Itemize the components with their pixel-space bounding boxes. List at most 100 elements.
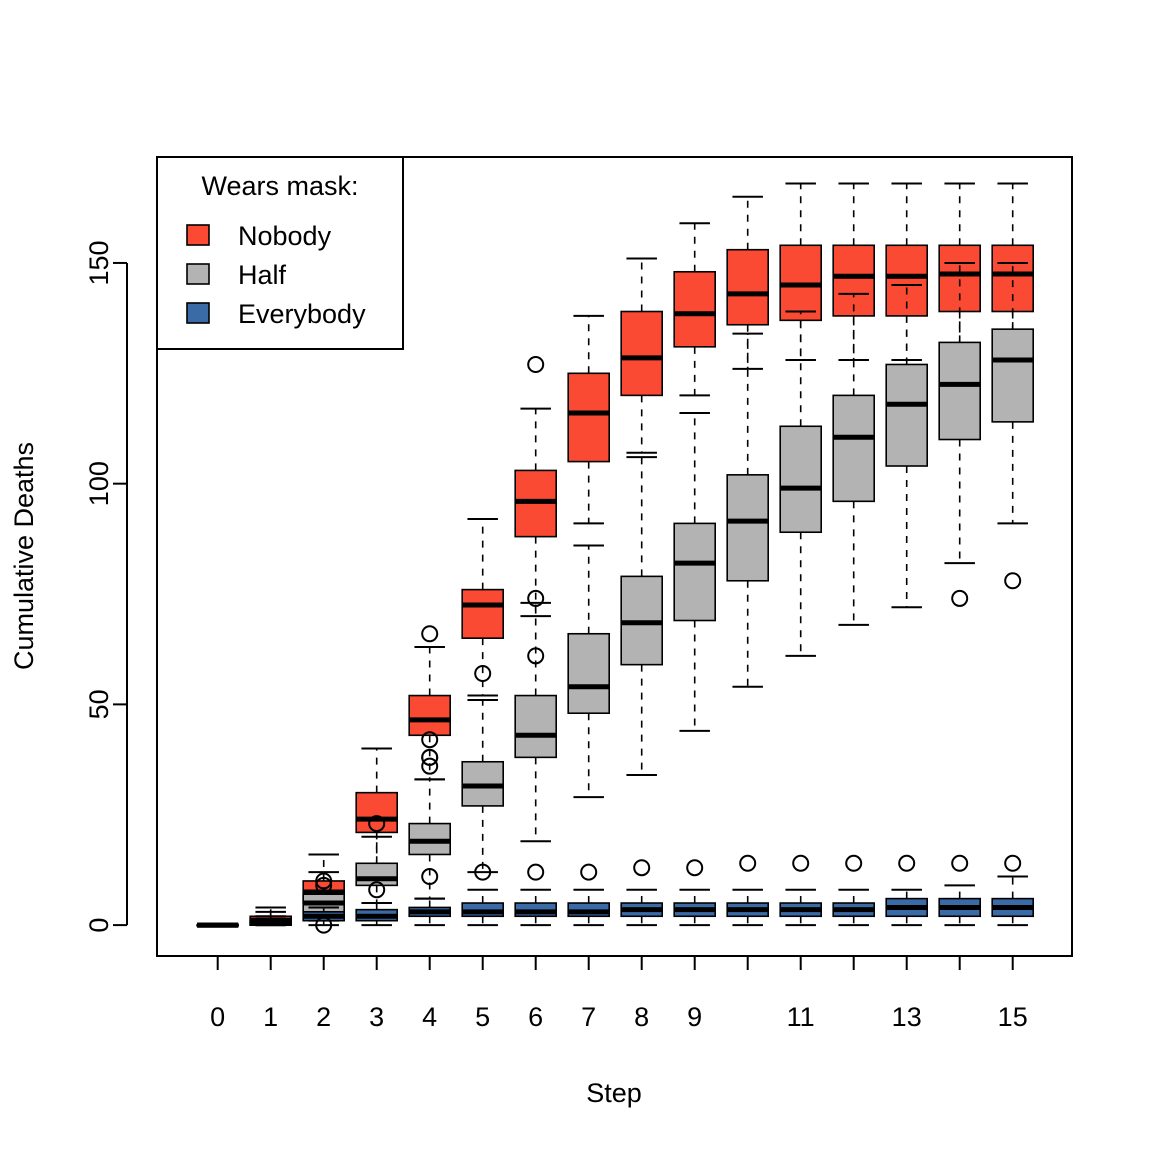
outlier-point bbox=[315, 876, 333, 894]
box-iqr bbox=[567, 632, 611, 715]
box-iqr bbox=[885, 363, 929, 467]
box-iqr bbox=[673, 270, 717, 348]
outlier-point bbox=[474, 863, 492, 881]
x-tick-label-0: 0 bbox=[210, 1002, 225, 1032]
outlier-point bbox=[474, 664, 492, 682]
legend-entries: Nobody Half Everybody bbox=[186, 221, 366, 329]
outlier-point bbox=[421, 748, 439, 766]
outlier-point bbox=[1004, 854, 1022, 872]
box-nobody-step-14 bbox=[938, 182, 982, 362]
box-everybody-step-9 bbox=[673, 859, 717, 927]
box-everybody-step-0 bbox=[196, 922, 239, 928]
box-iqr bbox=[991, 244, 1035, 313]
outlier-point bbox=[686, 859, 704, 877]
box-half-step-4 bbox=[408, 748, 452, 900]
x-tick-label-9: 9 bbox=[687, 1002, 702, 1032]
box-nobody-step-5 bbox=[461, 517, 505, 697]
box-nobody-step-7 bbox=[567, 314, 611, 525]
box-iqr bbox=[832, 394, 876, 503]
box-half-step-14 bbox=[938, 261, 982, 607]
box-everybody-step-8 bbox=[620, 859, 664, 927]
plot-boxes bbox=[196, 182, 1035, 934]
legend-label-everybody: Everybody bbox=[238, 299, 366, 329]
x-axis-label: Step bbox=[586, 1078, 642, 1108]
box-everybody-step-5 bbox=[461, 863, 505, 927]
y-tick-label-100: 100 bbox=[84, 461, 114, 506]
box-everybody-step-13 bbox=[885, 854, 929, 927]
box-everybody-step-12 bbox=[832, 854, 876, 927]
outlier-point bbox=[633, 859, 651, 877]
box-iqr bbox=[461, 588, 505, 639]
box-iqr bbox=[514, 694, 558, 759]
box-everybody-step-1 bbox=[249, 915, 292, 927]
box-half-step-7 bbox=[567, 544, 611, 799]
box-iqr bbox=[726, 474, 770, 582]
box-everybody-step-10 bbox=[726, 854, 770, 927]
y-tick-label-0: 0 bbox=[84, 918, 114, 933]
y-tick-label-150: 150 bbox=[84, 240, 114, 285]
series-everybody bbox=[196, 854, 1035, 934]
box-half-step-6 bbox=[514, 601, 558, 843]
legend-swatch-nobody bbox=[186, 224, 210, 246]
legend-label-half: Half bbox=[238, 260, 287, 290]
legend-title: Wears mask: bbox=[201, 171, 358, 201]
y-axis-label: Cumulative Deaths bbox=[9, 442, 39, 670]
x-tick-label-3: 3 bbox=[369, 1002, 384, 1032]
box-everybody-step-4 bbox=[408, 897, 452, 927]
x-tick-label-13: 13 bbox=[892, 1002, 922, 1032]
x-tick-label-6: 6 bbox=[528, 1002, 543, 1032]
outlier-point bbox=[368, 881, 386, 899]
outlier-point bbox=[315, 916, 333, 934]
box-nobody-step-8 bbox=[620, 257, 664, 454]
box-half-step-12 bbox=[832, 292, 876, 626]
outlier-point bbox=[527, 355, 545, 373]
box-iqr bbox=[567, 372, 611, 463]
y-axis: 0 50 100 150 bbox=[84, 240, 128, 933]
box-iqr bbox=[938, 341, 982, 441]
box-half-step-11 bbox=[779, 310, 823, 657]
box-everybody-step-14 bbox=[938, 854, 982, 927]
outlier-point bbox=[421, 731, 439, 749]
y-tick-label-50: 50 bbox=[84, 689, 114, 719]
x-tick-label-15: 15 bbox=[998, 1002, 1028, 1032]
box-nobody-step-10 bbox=[726, 195, 770, 370]
outlier-point bbox=[368, 815, 386, 833]
box-everybody-step-6 bbox=[514, 863, 558, 927]
box-iqr bbox=[673, 522, 717, 622]
outlier-point bbox=[527, 863, 545, 881]
x-tick-label-7: 7 bbox=[581, 1002, 596, 1032]
box-iqr bbox=[620, 310, 664, 397]
box-everybody-step-11 bbox=[779, 854, 823, 927]
box-iqr bbox=[355, 791, 399, 834]
outlier-point bbox=[580, 863, 598, 881]
x-tick-label-2: 2 bbox=[316, 1002, 331, 1032]
outlier-point bbox=[421, 625, 439, 643]
legend-swatch-half bbox=[186, 263, 210, 285]
outlier-point bbox=[315, 872, 333, 890]
outlier-point bbox=[898, 854, 916, 872]
box-everybody-step-7 bbox=[567, 863, 611, 927]
box-nobody-step-11 bbox=[779, 182, 823, 362]
box-nobody-step-9 bbox=[673, 222, 717, 397]
box-everybody-step-15 bbox=[991, 854, 1035, 927]
box-iqr bbox=[832, 244, 876, 317]
outlier-point bbox=[792, 854, 810, 872]
box-nobody-step-6 bbox=[514, 355, 558, 618]
box-iqr bbox=[991, 328, 1035, 423]
box-nobody-step-12 bbox=[832, 182, 876, 362]
outlier-point bbox=[527, 647, 545, 665]
outlier-point bbox=[739, 854, 757, 872]
legend-swatch-everybody bbox=[186, 302, 210, 324]
outlier-point bbox=[951, 589, 969, 607]
x-axis: 0 1 2 3 4 5 6 7 8 9 11 13 15 bbox=[210, 956, 1028, 1032]
x-tick-label-8: 8 bbox=[634, 1002, 649, 1032]
outlier-point bbox=[1004, 572, 1022, 590]
box-half-step-8 bbox=[620, 456, 664, 777]
box-half-step-13 bbox=[885, 284, 929, 609]
plot-frame bbox=[156, 156, 1073, 957]
outlier-point bbox=[951, 854, 969, 872]
box-half-step-15 bbox=[991, 261, 1035, 590]
box-iqr bbox=[726, 248, 770, 326]
x-tick-label-5: 5 bbox=[475, 1002, 490, 1032]
